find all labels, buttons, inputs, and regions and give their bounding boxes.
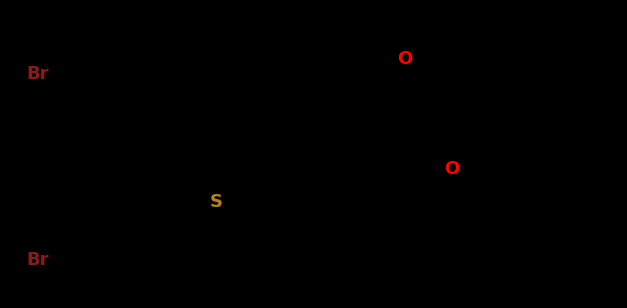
- Text: O: O: [394, 47, 414, 71]
- Text: Br: Br: [23, 248, 53, 272]
- Text: O: O: [397, 50, 412, 67]
- Text: S: S: [210, 193, 223, 211]
- Text: O: O: [441, 157, 461, 181]
- Text: O: O: [444, 160, 459, 178]
- Text: Br: Br: [23, 62, 53, 86]
- Text: S: S: [208, 190, 225, 214]
- Text: Br: Br: [26, 251, 49, 269]
- Text: Br: Br: [26, 65, 49, 83]
